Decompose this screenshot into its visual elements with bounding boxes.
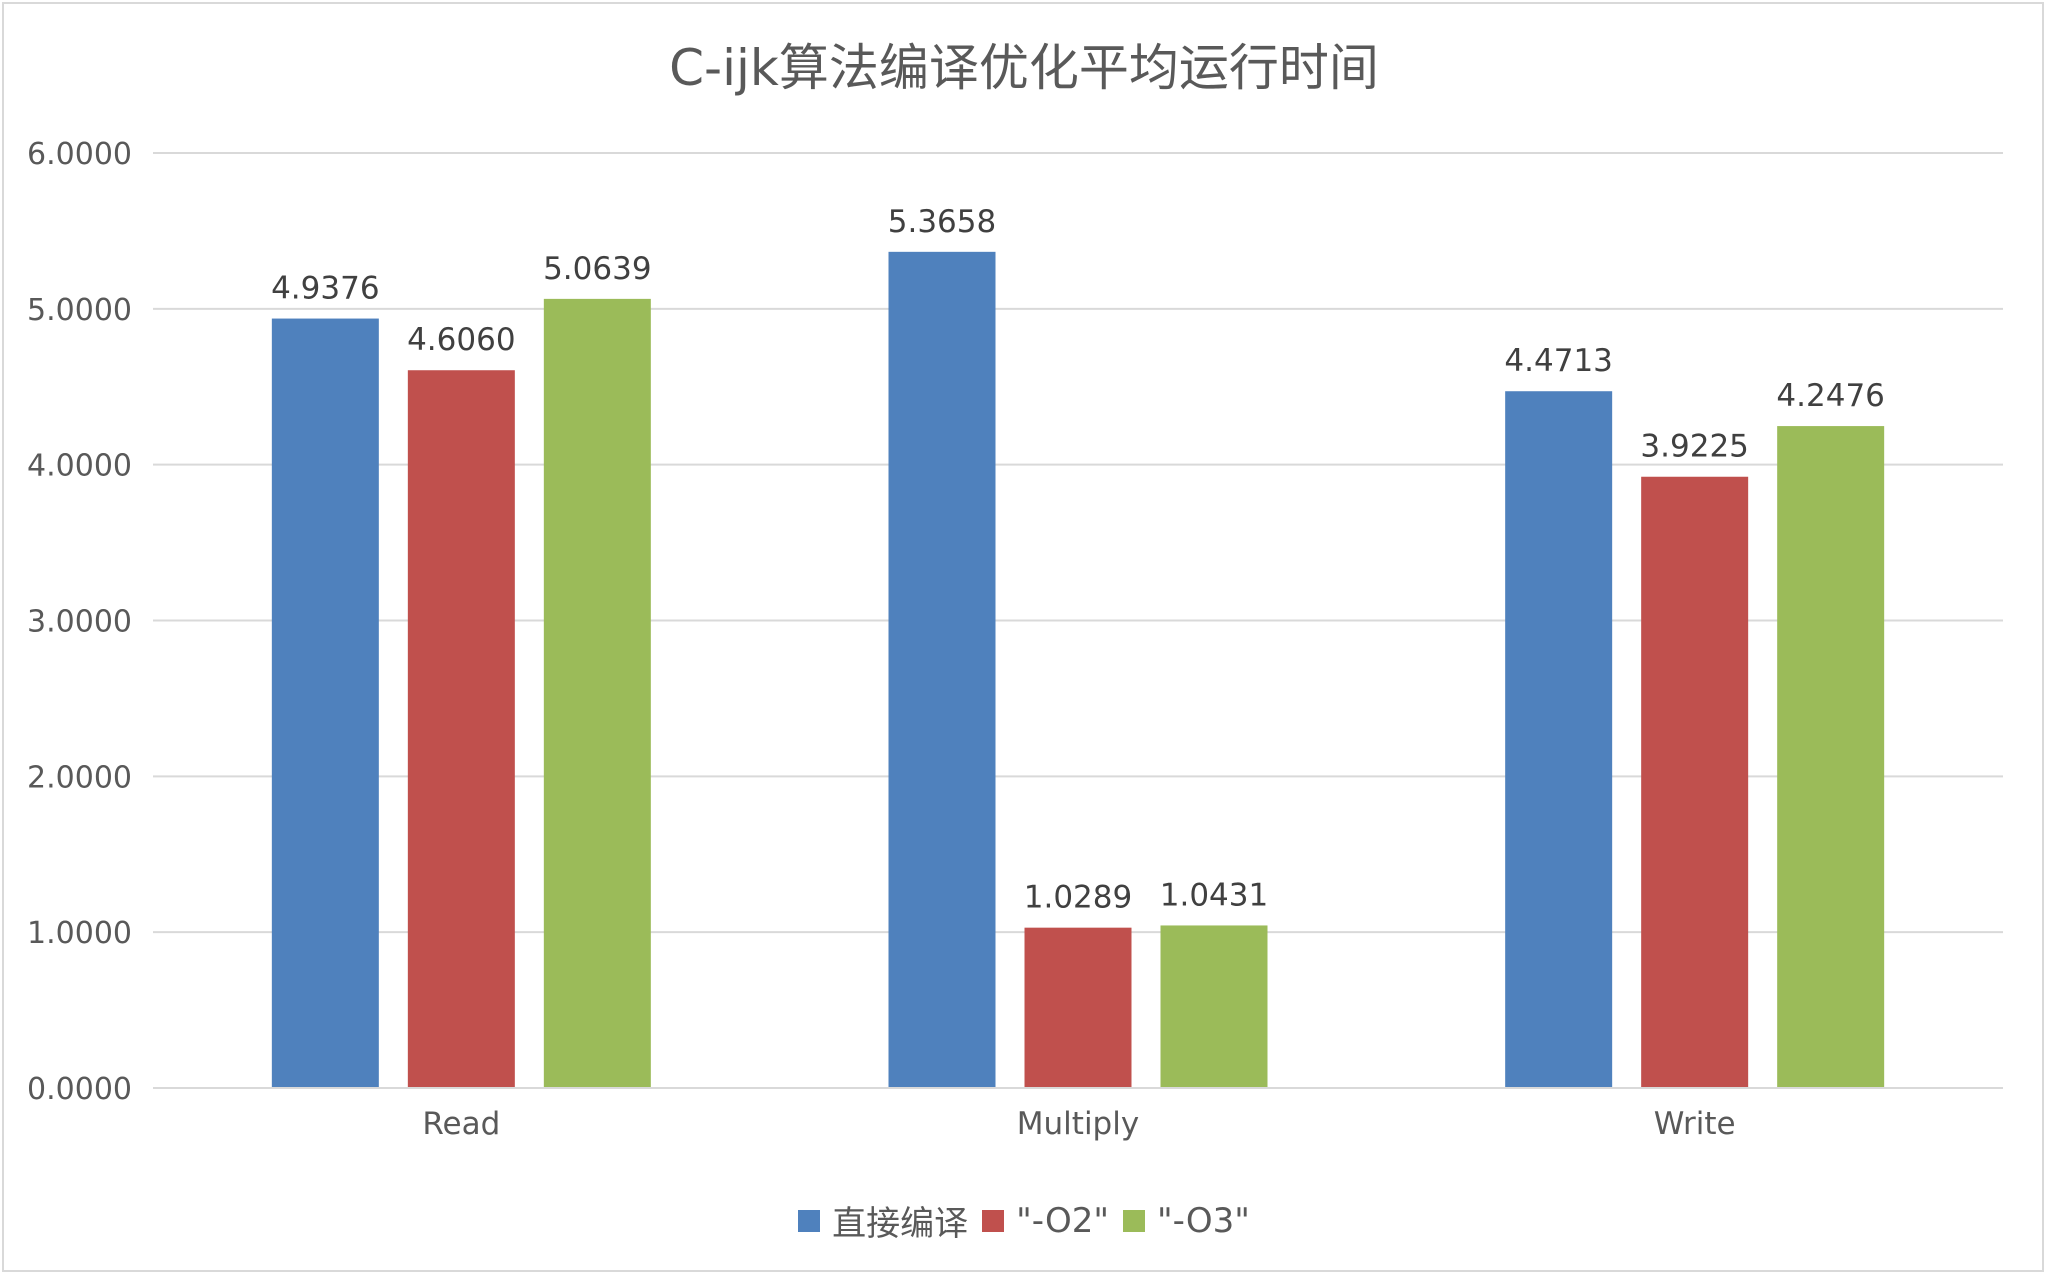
legend: 直接编译 "-O2" "-O3" (0, 1196, 2048, 1245)
x-tick-label-read: Read (422, 1106, 500, 1142)
legend-item-o3: "-O3" (1123, 1201, 1250, 1241)
x-tick-label-write: Write (1654, 1106, 1736, 1142)
y-tick-label-2: 2.0000 (27, 760, 132, 795)
data-label-write-series-0: 4.4713 (1504, 343, 1612, 379)
chart-title: C-ijk算法编译优化平均运行时间 (669, 39, 1379, 97)
data-label-multiply-series-2: 1.0431 (1160, 877, 1268, 913)
legend-label-o3: "-O3" (1157, 1200, 1250, 1241)
legend-item-o2: "-O2" (982, 1201, 1109, 1241)
legend-item-direct: 直接编译 (798, 1196, 968, 1245)
bar-write-series-2 (1777, 426, 1885, 1088)
y-tick-label-4: 4.0000 (27, 449, 132, 484)
legend-label-o2: "-O2" (1016, 1200, 1109, 1241)
bar-multiply-series-1 (1024, 927, 1132, 1088)
x-tick-label-multiply: Multiply (1017, 1106, 1139, 1142)
data-label-write-series-1: 3.9225 (1640, 429, 1748, 465)
bar-read-series-0 (271, 318, 379, 1088)
y-tick-label-3: 3.0000 (27, 605, 132, 640)
bar-read-series-1 (407, 370, 515, 1088)
legend-swatch-o2 (982, 1209, 1005, 1232)
bar-write-series-1 (1641, 476, 1749, 1088)
bar-multiply-series-0 (888, 251, 996, 1089)
data-label-multiply-series-1: 1.0289 (1024, 880, 1132, 916)
data-label-write-series-2: 4.2476 (1776, 378, 1884, 414)
bar-multiply-series-2 (1160, 925, 1268, 1088)
legend-label-direct: 直接编译 (832, 1204, 969, 1244)
legend-swatch-o3 (1123, 1209, 1145, 1232)
y-tick-label-6: 6.0000 (27, 137, 132, 172)
data-label-read-series-1: 4.6060 (407, 322, 515, 358)
y-tick-label-1: 1.0000 (27, 916, 132, 951)
data-label-read-series-0: 4.9376 (271, 271, 379, 307)
bar-write-series-0 (1505, 391, 1613, 1088)
legend-swatch-direct (798, 1209, 821, 1232)
bar-read-series-2 (543, 298, 651, 1088)
data-label-multiply-series-0: 5.3658 (888, 204, 996, 240)
y-tick-label-5: 5.0000 (27, 293, 132, 328)
data-label-read-series-2: 5.0639 (543, 251, 651, 287)
y-tick-label-0: 0.0000 (27, 1072, 132, 1107)
